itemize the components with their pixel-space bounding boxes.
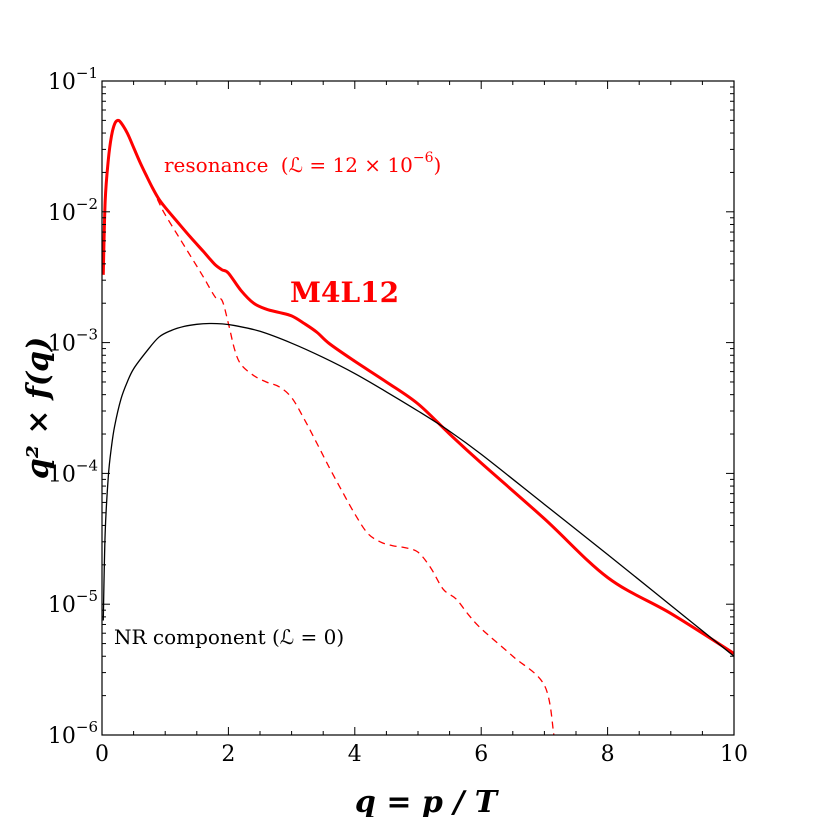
x-tick-label: 6 xyxy=(474,742,488,767)
y-tick-label: 10−3 xyxy=(48,326,98,357)
y-tick-label: 10−6 xyxy=(48,718,98,749)
series-line-2 xyxy=(102,322,734,657)
series-layer xyxy=(102,118,734,735)
model-label: M4L12 xyxy=(290,276,399,309)
x-tick-label: 2 xyxy=(221,742,235,767)
resonance-exponent: −6 xyxy=(413,150,434,166)
y-tick-label: 10−1 xyxy=(48,64,98,95)
nr-component-label: NR component (ℒ = 0) xyxy=(114,625,344,649)
series-line-1 xyxy=(151,187,555,735)
y-axis-title: q² × f(q) xyxy=(21,337,56,479)
series-line-0 xyxy=(102,118,734,655)
resonance-formula: (ℒ = 12 × 10 xyxy=(281,153,413,177)
ticks-layer xyxy=(101,80,735,736)
x-tick-label: 8 xyxy=(601,742,615,767)
x-tick-label: 10 xyxy=(720,742,748,767)
tick-labels-layer: 0 2 4 6 8 10 10−1 10−2 10−3 10−4 10−5 10−6 xyxy=(48,64,748,767)
resonance-label: resonance xyxy=(164,153,268,177)
resonance-annotation: resonance (ℒ = 12 × 10−6) xyxy=(164,150,441,177)
x-tick-label: 4 xyxy=(348,742,362,767)
x-axis-title: q = p / T xyxy=(355,785,500,817)
resonance-close: ) xyxy=(434,153,442,177)
y-tick-label: 10−2 xyxy=(48,195,98,226)
y-tick-label: 10−4 xyxy=(48,456,98,487)
x-tick-label: 0 xyxy=(95,742,109,767)
y-tick-label: 10−5 xyxy=(48,587,98,618)
